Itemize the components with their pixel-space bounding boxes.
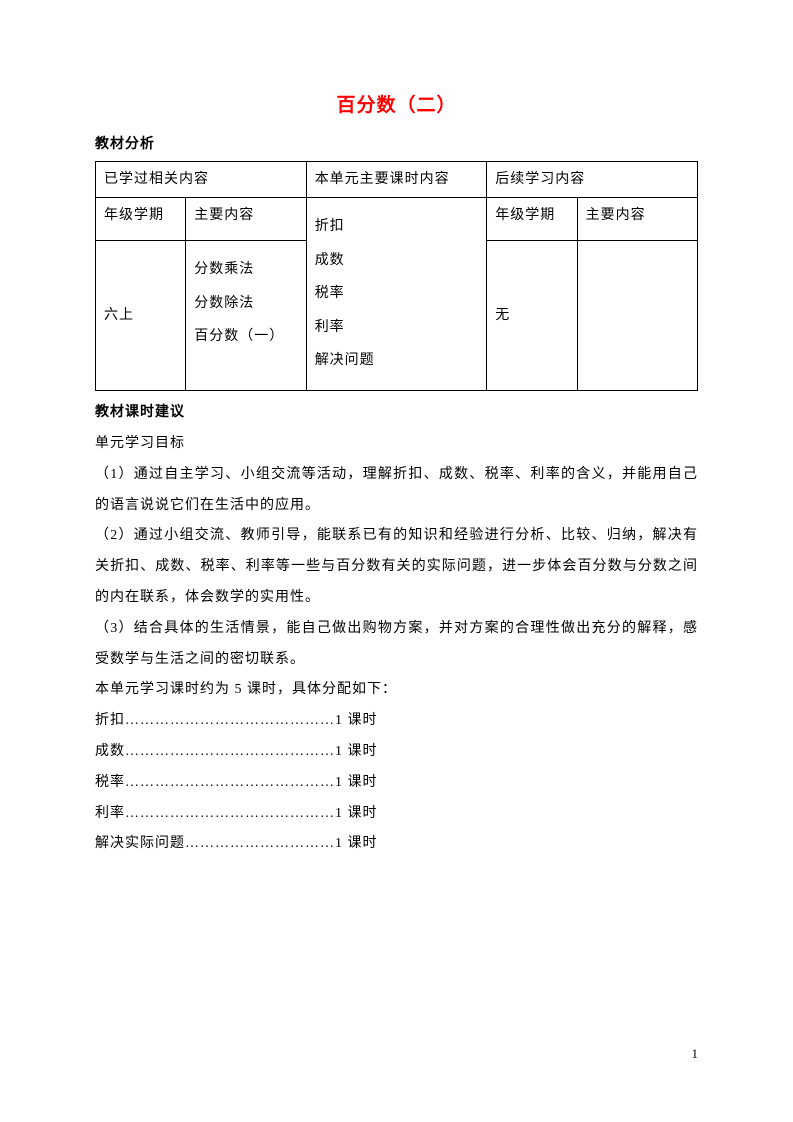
schedule-item: 解决实际问题…………………………1 课时 [95,829,698,860]
analysis-table: 已学过相关内容 本单元主要课时内容 后续学习内容 年级学期 主要内容 折扣 成数… [95,161,698,391]
schedule-item: 成数……………………………………1 课时 [95,737,698,768]
table-cell-prior: 分数乘法 分数除法 百分数（一） [186,240,306,390]
schedule-item: 折扣……………………………………1 课时 [95,706,698,737]
schedule-item: 利率……………………………………1 课时 [95,799,698,830]
objective-paragraph: （3）结合具体的生活情景，能自己做出购物方案，并对方案的合理性做出充分的解释，感… [95,614,698,676]
table-cell: 无 [487,240,577,390]
section-heading-suggestion: 教材课时建议 [95,401,698,421]
schedule-item: 税率……………………………………1 课时 [95,768,698,799]
table-cell: 六上 [96,240,186,390]
table-cell: 主要内容 [186,198,306,241]
table-header-cell: 后续学习内容 [487,162,698,198]
table-header-row: 已学过相关内容 本单元主要课时内容 后续学习内容 [96,162,698,198]
document-title: 百分数（二） [95,90,698,117]
objectives-heading: 单元学习目标 [95,429,698,460]
section-heading-analysis: 教材分析 [95,133,698,153]
objective-paragraph: （1）通过自主学习、小组交流等活动，理解折扣、成数、税率、利率的含义，并能用自己… [95,460,698,522]
table-cell: 年级学期 [96,198,186,241]
table-subheader-row: 年级学期 主要内容 折扣 成数 税率 利率 解决问题 年级学期 主要内容 [96,198,698,241]
table-header-cell: 已学过相关内容 [96,162,307,198]
schedule-intro: 本单元学习课时约为 5 课时，具体分配如下： [95,675,698,706]
page-number: 1 [692,1046,699,1062]
objective-paragraph: （2）通过小组交流、教师引导，能联系已有的知识和经验进行分析、比较、归纳，解决有… [95,521,698,613]
table-cell-topics: 折扣 成数 税率 利率 解决问题 [306,198,487,391]
table-cell: 主要内容 [577,198,697,241]
table-header-cell: 本单元主要课时内容 [306,162,487,198]
table-cell: 年级学期 [487,198,577,241]
table-cell [577,240,697,390]
